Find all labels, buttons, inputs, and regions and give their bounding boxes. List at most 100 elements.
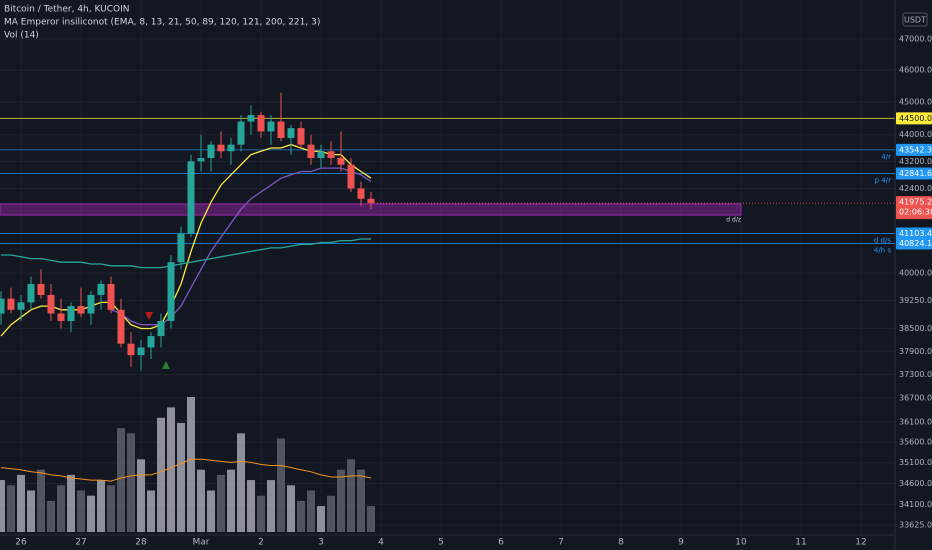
currency-box[interactable]	[902, 12, 928, 27]
volume-bar	[317, 506, 325, 532]
y-tick-label: 45000.00	[899, 98, 932, 107]
ma-line	[1, 238, 371, 269]
volume-bar	[197, 469, 205, 532]
candle-body	[337, 157, 345, 165]
candle-body	[287, 128, 295, 139]
candle-body	[87, 294, 95, 314]
volume-bar	[307, 490, 315, 532]
candle-body	[17, 302, 25, 310]
volume-bar	[217, 474, 225, 532]
candle-body	[317, 151, 325, 158]
candle-body	[77, 306, 85, 314]
candle-body	[367, 198, 375, 204]
volume-bar	[57, 485, 65, 532]
candle-body	[207, 144, 215, 158]
volume-label: Vol (14)	[4, 31, 39, 41]
zone-label: d d/z	[726, 217, 741, 224]
y-tick-label: 34600.00	[899, 479, 932, 488]
x-tick-label: 26	[15, 538, 27, 548]
candle-body	[167, 262, 175, 321]
candle-body	[297, 128, 305, 145]
x-tick-label: 27	[75, 538, 86, 548]
volume-bar	[107, 485, 115, 532]
candle-body	[67, 306, 75, 321]
x-tick-label: 8	[618, 538, 624, 548]
volume-bar	[67, 474, 75, 532]
level-price-box	[896, 227, 932, 240]
y-tick-label: 47000.00	[899, 34, 932, 43]
volume-bar	[127, 433, 135, 532]
y-tick-label: 44000.00	[899, 130, 932, 139]
currency[interactable]: USDT	[904, 16, 926, 25]
candle-body	[237, 121, 245, 145]
volume-bar	[7, 485, 15, 532]
countdown-label: 02:06:38	[899, 208, 932, 217]
volume-bar	[227, 469, 235, 532]
volume-bar	[17, 474, 25, 532]
volume-bar	[117, 428, 125, 532]
x-tick-label: 11	[795, 538, 806, 548]
level-price-box	[896, 167, 932, 180]
volume-bar	[187, 397, 195, 532]
volume-bar	[47, 500, 55, 532]
level-price-box	[896, 143, 932, 156]
candle-body	[267, 121, 275, 132]
level-name: p 4/r	[875, 176, 891, 184]
last-price-box	[896, 196, 932, 220]
x-tick-label: 7	[558, 538, 564, 548]
volume-bar	[177, 422, 185, 532]
candle-body	[347, 164, 355, 189]
candle-body	[137, 347, 145, 356]
sell-signal	[145, 312, 153, 320]
volume-bar	[87, 495, 95, 532]
candle-body	[257, 115, 265, 132]
y-tick-label: 37300.00	[899, 370, 932, 379]
level-price-label: 43542.37	[899, 145, 932, 154]
ma-line	[110, 167, 372, 326]
x-tick-label: 4	[378, 538, 384, 548]
volume-bar	[347, 459, 355, 532]
y-tick-label: 35600.00	[899, 438, 932, 447]
candle-body	[157, 320, 165, 337]
indicator-label: MA Emperor insiliconot (EMA, 8, 13, 21, …	[4, 18, 320, 28]
level-price-label: 40824.10	[899, 239, 932, 248]
y-tick-label: 43200.00	[899, 157, 932, 166]
x-tick-label: 9	[678, 538, 684, 548]
volume-bar	[277, 438, 285, 532]
volume-bar	[257, 495, 265, 532]
candle-body	[27, 283, 35, 303]
candle-body	[197, 157, 205, 162]
volume-bar	[287, 485, 295, 532]
candle-body	[37, 283, 45, 295]
volume-bar	[297, 500, 305, 532]
level-price-label: 44500.00	[899, 114, 932, 123]
y-tick-label: 35100.00	[899, 458, 932, 467]
level-name: 4/r	[881, 153, 891, 161]
chart-title: Bitcoin / Tether, 4h, KUCOIN	[4, 5, 129, 15]
candle-body	[57, 313, 65, 321]
x-tick-label: 6	[498, 538, 504, 548]
x-tick-label: 28	[135, 538, 147, 548]
level-price-label: 42841.60	[899, 169, 932, 178]
y-tick-label: 36700.00	[899, 393, 932, 402]
x-tick-label: 5	[438, 538, 444, 548]
level-price-box	[896, 237, 932, 250]
candle-body	[177, 233, 185, 263]
level-name: 4/h s	[874, 246, 891, 254]
x-tick-label: 12	[855, 538, 866, 548]
y-tick-label: 38500.00	[899, 324, 932, 333]
last-price-label: 41975.20	[899, 198, 932, 207]
level-price-label: 41103.40	[899, 229, 932, 238]
y-tick-label: 36100.00	[899, 417, 932, 426]
y-tick-label: 33625.00	[899, 520, 932, 529]
volume-bar	[97, 480, 105, 532]
volume-bar	[137, 459, 145, 532]
candle-body	[307, 144, 315, 158]
level-name: d d/s	[874, 237, 891, 245]
candle-body	[47, 294, 55, 314]
candle-body	[327, 151, 335, 158]
candle-body	[277, 121, 285, 139]
y-tick-label: 39250.00	[899, 296, 932, 305]
